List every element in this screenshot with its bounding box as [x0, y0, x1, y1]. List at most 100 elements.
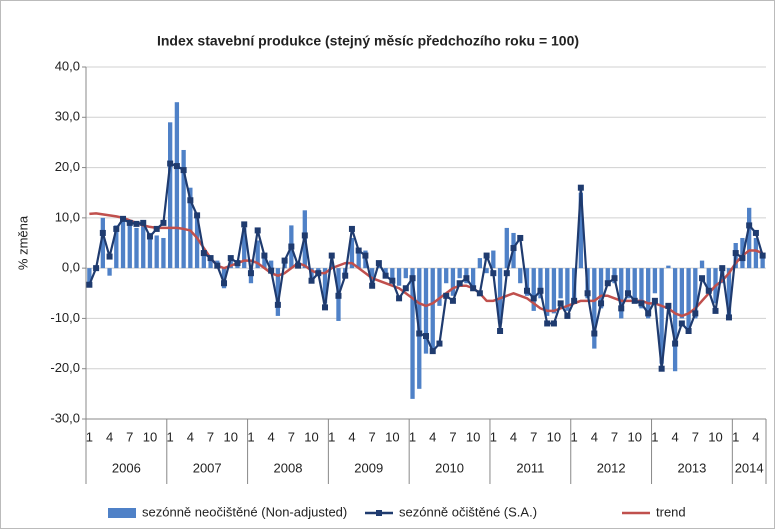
- bar: [504, 227, 509, 269]
- marker: [699, 275, 706, 282]
- bar: [396, 268, 402, 286]
- bar: [410, 268, 415, 399]
- marker: [665, 302, 672, 309]
- x-tick-label: 10: [547, 429, 561, 444]
- marker: [510, 245, 517, 252]
- bar: [706, 268, 711, 294]
- bar: [605, 268, 610, 284]
- marker: [382, 272, 389, 279]
- marker: [692, 310, 699, 317]
- y-tick-label: 20,0: [55, 159, 80, 174]
- x-tick-label: 7: [449, 429, 456, 444]
- x-tick-label: 4: [106, 429, 113, 444]
- bar: [470, 268, 476, 286]
- year-label: 2012: [597, 460, 626, 475]
- bar: [268, 260, 274, 269]
- marker: [631, 297, 638, 304]
- x-tick-label: 7: [369, 429, 376, 444]
- marker: [443, 292, 450, 299]
- bar: [141, 220, 146, 269]
- bar: [693, 268, 698, 319]
- legend-marker: [376, 510, 382, 516]
- marker: [315, 270, 322, 277]
- marker: [221, 280, 228, 287]
- marker: [550, 320, 557, 327]
- marker: [423, 333, 429, 340]
- marker: [624, 290, 631, 297]
- marker: [214, 262, 221, 269]
- marker: [732, 250, 739, 257]
- marker: [99, 229, 106, 236]
- marker: [126, 219, 133, 226]
- y-tick-label: -20,0: [50, 360, 80, 375]
- bar: [309, 268, 314, 279]
- marker: [530, 295, 537, 302]
- bar: [120, 220, 126, 269]
- bar: [699, 260, 705, 269]
- marker: [463, 275, 470, 282]
- bar: [201, 253, 206, 269]
- bar: [430, 268, 435, 349]
- marker: [274, 301, 281, 308]
- bar: [747, 207, 752, 269]
- bar: [545, 268, 550, 316]
- bar: [208, 260, 213, 269]
- marker: [571, 297, 578, 304]
- marker: [402, 285, 409, 292]
- marker: [618, 305, 625, 312]
- x-tick-label: 1: [732, 429, 739, 444]
- x-tick-label: 4: [510, 429, 517, 444]
- marker: [153, 225, 160, 232]
- year-label: 2014: [735, 460, 764, 475]
- x-tick-label: 10: [224, 429, 238, 444]
- x-tick-label: 1: [167, 429, 174, 444]
- x-tick-label: 4: [268, 429, 275, 444]
- bar: [679, 268, 684, 319]
- bar: [235, 265, 240, 269]
- bar: [383, 268, 388, 274]
- chart-title: Index stavební produkce (stejný měsíc př…: [157, 33, 579, 49]
- marker: [705, 287, 712, 294]
- bar: [322, 268, 328, 304]
- marker: [719, 265, 726, 272]
- marker: [254, 227, 261, 234]
- marker: [106, 253, 113, 260]
- marker: [517, 234, 524, 241]
- marker: [651, 297, 658, 304]
- marker: [93, 265, 100, 272]
- marker: [564, 312, 571, 319]
- marker: [591, 330, 598, 337]
- marker: [429, 348, 436, 355]
- marker: [409, 275, 416, 282]
- marker: [200, 250, 207, 257]
- y-tick-label: 0,0: [62, 260, 80, 275]
- marker: [369, 282, 376, 289]
- marker: [322, 304, 329, 311]
- marker: [187, 197, 194, 204]
- x-tick-label: 1: [247, 429, 254, 444]
- marker: [194, 212, 201, 219]
- marker: [288, 243, 295, 250]
- marker: [207, 255, 214, 262]
- marker: [449, 297, 456, 304]
- marker: [611, 275, 618, 282]
- legend-label: trend: [656, 504, 686, 519]
- marker: [638, 300, 645, 307]
- legend-swatch: [108, 508, 136, 518]
- marker: [544, 320, 551, 327]
- marker: [335, 292, 342, 299]
- bar: [524, 268, 530, 296]
- marker: [672, 340, 679, 347]
- y-tick-label: 40,0: [55, 58, 80, 73]
- marker: [645, 310, 652, 317]
- marker: [173, 163, 180, 170]
- x-tick-label: 10: [304, 429, 318, 444]
- x-tick-label: 7: [530, 429, 537, 444]
- marker: [133, 220, 140, 227]
- bar: [161, 237, 166, 269]
- marker: [476, 290, 483, 297]
- x-tick-label: 1: [409, 429, 416, 444]
- x-tick-label: 7: [207, 429, 214, 444]
- x-tick-label: 10: [466, 429, 480, 444]
